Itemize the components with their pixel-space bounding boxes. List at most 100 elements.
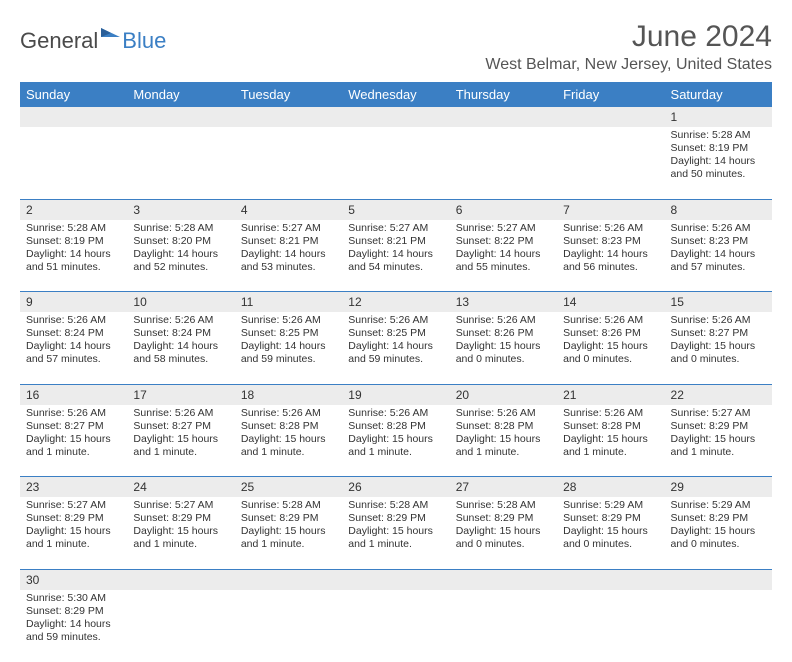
day-details: Sunrise: 5:28 AMSunset: 8:29 PMDaylight:…	[450, 497, 557, 556]
week-row: Sunrise: 5:28 AMSunset: 8:19 PMDaylight:…	[20, 220, 772, 292]
sunrise: Sunrise: 5:26 AM	[563, 407, 658, 420]
daylight: Daylight: 15 hours and 1 minute.	[348, 525, 443, 551]
daylight: Daylight: 14 hours and 59 minutes.	[241, 340, 336, 366]
day-cell: Sunrise: 5:27 AMSunset: 8:21 PMDaylight:…	[342, 220, 449, 292]
daynum-row: 30	[20, 569, 772, 590]
week-row: Sunrise: 5:26 AMSunset: 8:27 PMDaylight:…	[20, 405, 772, 477]
day-cell: Sunrise: 5:27 AMSunset: 8:29 PMDaylight:…	[20, 497, 127, 569]
sunrise: Sunrise: 5:29 AM	[563, 499, 658, 512]
daylight: Daylight: 14 hours and 57 minutes.	[26, 340, 121, 366]
sunset: Sunset: 8:28 PM	[348, 420, 443, 433]
sunrise: Sunrise: 5:26 AM	[133, 407, 228, 420]
logo: General Blue	[20, 26, 166, 55]
daylight: Daylight: 15 hours and 1 minute.	[348, 433, 443, 459]
day-details: Sunrise: 5:27 AMSunset: 8:29 PMDaylight:…	[20, 497, 127, 556]
sunset: Sunset: 8:21 PM	[348, 235, 443, 248]
day-cell: Sunrise: 5:26 AMSunset: 8:25 PMDaylight:…	[342, 312, 449, 384]
weekday-header-row: Sunday Monday Tuesday Wednesday Thursday…	[20, 82, 772, 107]
daylight: Daylight: 14 hours and 55 minutes.	[456, 248, 551, 274]
day-number	[557, 569, 664, 590]
sunrise: Sunrise: 5:26 AM	[133, 314, 228, 327]
day-details: Sunrise: 5:28 AMSunset: 8:29 PMDaylight:…	[235, 497, 342, 556]
day-details: Sunrise: 5:26 AMSunset: 8:28 PMDaylight:…	[342, 405, 449, 464]
sunset: Sunset: 8:29 PM	[241, 512, 336, 525]
sunset: Sunset: 8:19 PM	[26, 235, 121, 248]
daylight: Daylight: 14 hours and 56 minutes.	[563, 248, 658, 274]
sunset: Sunset: 8:26 PM	[456, 327, 551, 340]
day-details: Sunrise: 5:29 AMSunset: 8:29 PMDaylight:…	[557, 497, 664, 556]
sunrise: Sunrise: 5:26 AM	[456, 407, 551, 420]
day-details: Sunrise: 5:27 AMSunset: 8:29 PMDaylight:…	[127, 497, 234, 556]
day-number: 2	[20, 199, 127, 220]
day-cell	[665, 590, 772, 662]
weekday-header: Monday	[127, 82, 234, 107]
day-details: Sunrise: 5:28 AMSunset: 8:19 PMDaylight:…	[20, 220, 127, 279]
day-details: Sunrise: 5:26 AMSunset: 8:26 PMDaylight:…	[557, 312, 664, 371]
sunrise: Sunrise: 5:26 AM	[671, 222, 766, 235]
day-details: Sunrise: 5:27 AMSunset: 8:22 PMDaylight:…	[450, 220, 557, 279]
sunset: Sunset: 8:21 PM	[241, 235, 336, 248]
logo-text-2: Blue	[122, 28, 166, 54]
day-cell: Sunrise: 5:27 AMSunset: 8:29 PMDaylight:…	[127, 497, 234, 569]
sunrise: Sunrise: 5:27 AM	[456, 222, 551, 235]
day-number: 17	[127, 384, 234, 405]
sunset: Sunset: 8:26 PM	[563, 327, 658, 340]
day-details: Sunrise: 5:29 AMSunset: 8:29 PMDaylight:…	[665, 497, 772, 556]
sunset: Sunset: 8:28 PM	[241, 420, 336, 433]
day-details: Sunrise: 5:27 AMSunset: 8:21 PMDaylight:…	[235, 220, 342, 279]
day-number: 4	[235, 199, 342, 220]
day-number: 11	[235, 292, 342, 313]
day-number	[235, 107, 342, 127]
day-number: 24	[127, 477, 234, 498]
day-number: 6	[450, 199, 557, 220]
day-details: Sunrise: 5:26 AMSunset: 8:25 PMDaylight:…	[342, 312, 449, 371]
header: General Blue June 2024 West Belmar, New …	[20, 20, 772, 74]
day-cell: Sunrise: 5:26 AMSunset: 8:26 PMDaylight:…	[450, 312, 557, 384]
sunrise: Sunrise: 5:27 AM	[241, 222, 336, 235]
day-cell	[235, 127, 342, 199]
day-details: Sunrise: 5:26 AMSunset: 8:24 PMDaylight:…	[127, 312, 234, 371]
daylight: Daylight: 15 hours and 1 minute.	[456, 433, 551, 459]
daylight: Daylight: 15 hours and 1 minute.	[671, 433, 766, 459]
flag-icon	[100, 26, 122, 49]
daylight: Daylight: 15 hours and 0 minutes.	[456, 340, 551, 366]
day-cell: Sunrise: 5:28 AMSunset: 8:19 PMDaylight:…	[665, 127, 772, 199]
day-number: 26	[342, 477, 449, 498]
weekday-header: Sunday	[20, 82, 127, 107]
weekday-header: Thursday	[450, 82, 557, 107]
sunset: Sunset: 8:23 PM	[563, 235, 658, 248]
sunset: Sunset: 8:24 PM	[133, 327, 228, 340]
sunset: Sunset: 8:25 PM	[348, 327, 443, 340]
day-number	[450, 569, 557, 590]
day-cell	[235, 590, 342, 662]
daylight: Daylight: 15 hours and 1 minute.	[26, 433, 121, 459]
sunrise: Sunrise: 5:27 AM	[133, 499, 228, 512]
sunset: Sunset: 8:20 PM	[133, 235, 228, 248]
daylight: Daylight: 15 hours and 1 minute.	[133, 433, 228, 459]
day-cell: Sunrise: 5:26 AMSunset: 8:27 PMDaylight:…	[20, 405, 127, 477]
day-cell: Sunrise: 5:26 AMSunset: 8:24 PMDaylight:…	[127, 312, 234, 384]
day-cell: Sunrise: 5:28 AMSunset: 8:29 PMDaylight:…	[450, 497, 557, 569]
sunrise: Sunrise: 5:26 AM	[241, 314, 336, 327]
day-number: 16	[20, 384, 127, 405]
day-cell	[450, 127, 557, 199]
day-details: Sunrise: 5:26 AMSunset: 8:27 PMDaylight:…	[20, 405, 127, 464]
daylight: Daylight: 14 hours and 58 minutes.	[133, 340, 228, 366]
day-number: 14	[557, 292, 664, 313]
daynum-row: 23242526272829	[20, 477, 772, 498]
day-details: Sunrise: 5:26 AMSunset: 8:27 PMDaylight:…	[665, 312, 772, 371]
day-cell: Sunrise: 5:26 AMSunset: 8:28 PMDaylight:…	[557, 405, 664, 477]
sunset: Sunset: 8:28 PM	[563, 420, 658, 433]
week-row: Sunrise: 5:27 AMSunset: 8:29 PMDaylight:…	[20, 497, 772, 569]
week-row: Sunrise: 5:30 AMSunset: 8:29 PMDaylight:…	[20, 590, 772, 662]
daylight: Daylight: 15 hours and 1 minute.	[241, 525, 336, 551]
weekday-header: Wednesday	[342, 82, 449, 107]
sunrise: Sunrise: 5:26 AM	[563, 222, 658, 235]
sunset: Sunset: 8:29 PM	[671, 420, 766, 433]
logo-text-1: General	[20, 28, 98, 54]
day-cell: Sunrise: 5:26 AMSunset: 8:26 PMDaylight:…	[557, 312, 664, 384]
day-cell: Sunrise: 5:26 AMSunset: 8:28 PMDaylight:…	[235, 405, 342, 477]
day-number	[665, 569, 772, 590]
calendar-body: 1Sunrise: 5:28 AMSunset: 8:19 PMDaylight…	[20, 107, 772, 662]
day-cell	[557, 127, 664, 199]
